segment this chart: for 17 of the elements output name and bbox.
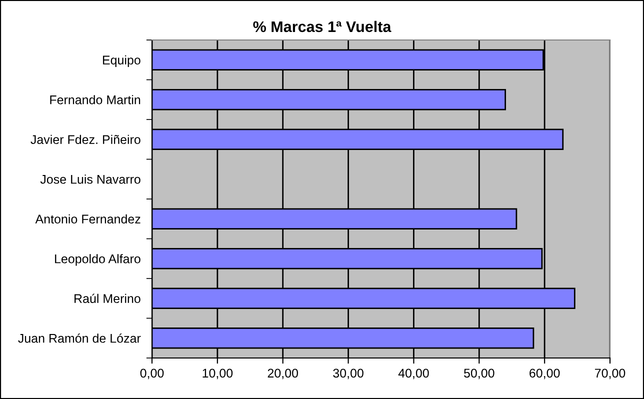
y-tick-label: Javier Fdez. Piñeiro — [30, 134, 140, 144]
y-tick-label: Raúl Merino — [74, 294, 140, 304]
x-tick-label: 20,00 — [268, 368, 298, 380]
chart-title: % Marcas 1ª Vuelta — [253, 20, 392, 32]
x-tick-label: 40,00 — [398, 368, 429, 380]
x-tick-label: 60,00 — [530, 368, 560, 380]
y-tick-label: Equipo — [102, 55, 140, 67]
x-tick-label: 0,00 — [140, 368, 164, 380]
x-tick-label: 30,00 — [333, 368, 364, 380]
x-tick-label: 70,00 — [595, 368, 626, 380]
y-tick-label: Antonio Fernandez — [35, 214, 140, 224]
y-tick-label: Juan Ramón de Lózar — [18, 333, 141, 343]
x-tick-label: 10,00 — [202, 368, 233, 380]
x-tick-label: 50,00 — [464, 368, 494, 380]
y-tick-label: Leopoldo Alfaro — [55, 254, 140, 266]
y-tick-label: Fernando Martin — [50, 95, 140, 104]
y-tick-label: Jose Luis Navarro — [40, 174, 140, 184]
